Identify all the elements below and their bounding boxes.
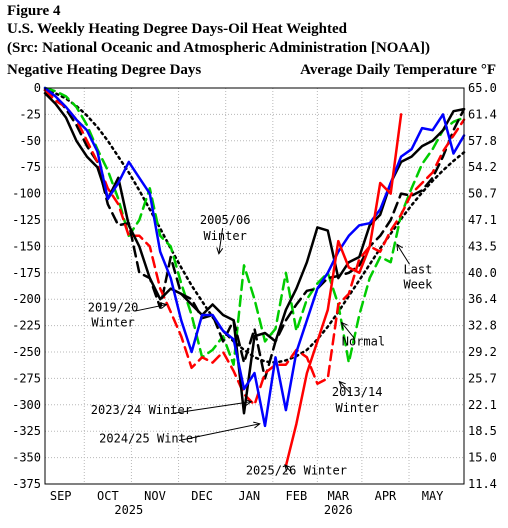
x-year-label: 2026 xyxy=(324,503,353,517)
y-tick-label: -50 xyxy=(19,134,41,148)
annotation-label: 2023/24 Winter xyxy=(91,403,192,417)
annotation-pointer xyxy=(179,423,260,441)
y-tick-label: -200 xyxy=(12,292,41,306)
y2-tick-label: 32.8 xyxy=(468,319,497,333)
annotation-pointer xyxy=(338,381,351,394)
annotation-label: 2005/06 xyxy=(200,213,251,227)
annotation-pointer xyxy=(218,228,224,254)
y-tick-label: -125 xyxy=(12,213,41,227)
y-tick-label: -225 xyxy=(12,319,41,333)
y2-tick-label: 65.0 xyxy=(468,81,497,95)
y2-tick-label: 25.7 xyxy=(468,371,497,385)
annotation-label: 2019/20 xyxy=(88,301,139,315)
x-tick-label: APR xyxy=(375,489,397,503)
y2-tick-label: 36.4 xyxy=(468,292,497,306)
plot-frame xyxy=(44,87,465,485)
series-line xyxy=(43,88,466,380)
annotation-label: 2024/25 Winter xyxy=(99,432,200,446)
y2-tick-label: 57.8 xyxy=(468,134,497,148)
y-tick-label: -300 xyxy=(12,398,41,412)
x-tick-label: MAR xyxy=(327,489,349,503)
annotation-label: Winter xyxy=(91,315,134,329)
y-tick-label: -150 xyxy=(12,239,41,253)
annotation-arrowhead xyxy=(340,321,348,330)
series-line xyxy=(284,113,403,468)
annotation-label: Normal xyxy=(342,334,385,348)
x-tick-label: NOV xyxy=(144,489,166,503)
annotation-arrowhead xyxy=(216,247,224,255)
annotation-arrowhead xyxy=(338,380,346,389)
y-tick-label: -275 xyxy=(12,371,41,385)
y2-tick-label: 61.4 xyxy=(468,107,497,121)
annotation-label: 2013/14 xyxy=(332,385,383,399)
x-tick-label: OCT xyxy=(97,489,119,503)
y-tick-label: -175 xyxy=(12,266,41,280)
series-line xyxy=(43,88,466,407)
annotation-label: Week xyxy=(403,277,433,291)
annotation-pointer xyxy=(341,322,356,339)
left-axis-label: Negative Heating Degree Days xyxy=(7,62,202,78)
chart-subtitle: (Src: National Oceanic and Atmospheric A… xyxy=(7,40,431,56)
y-tick-label: -250 xyxy=(12,345,41,359)
x-tick-label: DEC xyxy=(191,489,213,503)
y2-tick-label: 47.1 xyxy=(468,213,497,227)
y2-tick-label: 29.2 xyxy=(468,345,497,359)
y2-tick-label: 22.1 xyxy=(468,398,497,412)
y2-tick-label: 15.0 xyxy=(468,451,497,465)
annotation-label: Last xyxy=(403,263,432,277)
x-tick-label: MAY xyxy=(422,489,444,503)
y-tick-label: -100 xyxy=(12,187,41,201)
y2-tick-label: 18.5 xyxy=(468,424,497,438)
annotation-arrowhead xyxy=(396,243,403,252)
chart-title: U.S. Weekly Heating Degree Days-Oil Heat… xyxy=(7,21,347,37)
annotation-label: Winter xyxy=(335,401,378,415)
annotation-label: 2025/26 Winter xyxy=(246,463,347,477)
plot-area xyxy=(45,88,464,484)
annotation-label: Winter xyxy=(203,229,246,243)
annotation-pointer xyxy=(396,244,410,265)
annotation-arrowhead xyxy=(244,399,253,406)
annotation-arrowhead xyxy=(253,421,261,429)
x-year-label: 2025 xyxy=(114,503,143,517)
y2-tick-label: 11.4 xyxy=(468,477,497,491)
annotation-pointer xyxy=(170,401,252,415)
y-tick-label: -25 xyxy=(19,107,41,121)
y-tick-label: 0 xyxy=(34,81,41,95)
annotation-arrowhead xyxy=(159,302,168,310)
y-tick-label: -325 xyxy=(12,424,41,438)
figure-label: Figure 4 xyxy=(7,3,61,19)
y2-tick-label: 40.0 xyxy=(468,266,497,280)
y2-tick-label: 43.5 xyxy=(468,239,497,253)
y-tick-label: -375 xyxy=(12,477,41,491)
annotation-pointer xyxy=(134,303,167,312)
x-tick-label: SEP xyxy=(50,489,72,503)
y2-tick-label: 50.7 xyxy=(468,187,497,201)
x-tick-label: FEB xyxy=(286,489,308,503)
annotation-arrowhead xyxy=(284,464,292,472)
right-axis-label: Average Daily Temperature °F xyxy=(300,62,496,78)
annotation-pointer xyxy=(284,464,293,474)
y-tick-label: -350 xyxy=(12,451,41,465)
y-tick-label: -75 xyxy=(19,160,41,174)
x-tick-label: JAN xyxy=(238,489,260,503)
series-line xyxy=(43,88,466,364)
y2-tick-label: 54.2 xyxy=(468,160,497,174)
